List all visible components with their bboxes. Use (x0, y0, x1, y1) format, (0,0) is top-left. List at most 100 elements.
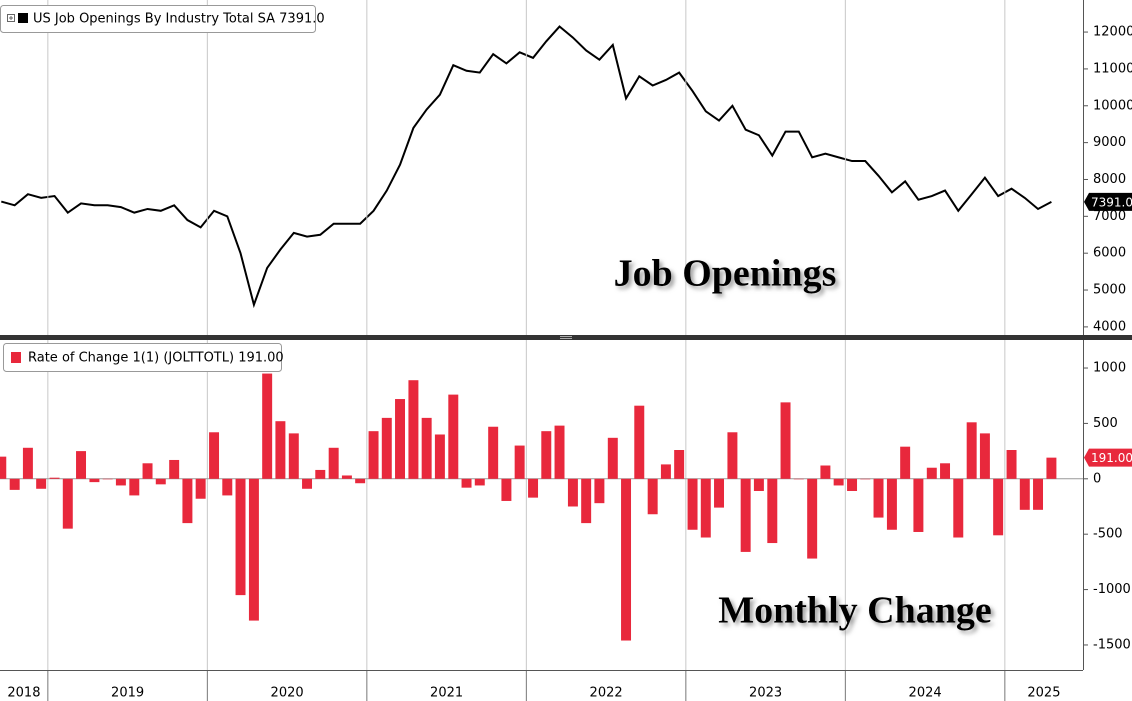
bar (847, 478, 858, 491)
bar (740, 478, 751, 552)
bar (660, 464, 671, 479)
y-tick-label: 9000 (1093, 135, 1126, 150)
bar (262, 373, 273, 479)
y-tick-label: -1500 (1093, 637, 1131, 652)
bar (727, 432, 738, 479)
bar (341, 475, 352, 479)
bar (408, 380, 419, 479)
bar (182, 478, 193, 524)
x-tick-label: 2019 (111, 686, 144, 701)
bar (900, 446, 911, 479)
x-tick-label: 2018 (7, 686, 40, 701)
bar (222, 478, 233, 496)
bar (966, 422, 977, 479)
bar (49, 477, 60, 479)
y-tick-label: 5000 (1093, 283, 1126, 298)
panel-divider (0, 335, 1132, 340)
bar (448, 394, 459, 479)
bar (142, 463, 153, 479)
bar (528, 478, 539, 498)
annotation: Job Openings (614, 253, 837, 295)
bar (461, 478, 472, 488)
bar (421, 417, 432, 479)
bar (913, 478, 924, 532)
bar (434, 434, 445, 479)
bar (195, 478, 206, 499)
bar (820, 465, 831, 479)
bar (753, 478, 764, 491)
bar (22, 447, 33, 479)
legend-swatch (18, 13, 28, 23)
annotation: Monthly Change (718, 590, 991, 632)
bar (102, 478, 113, 480)
bar (860, 478, 871, 480)
y-tick-label: 0 (1093, 471, 1101, 486)
y-tick-label: 4000 (1093, 319, 1126, 334)
bar (488, 426, 499, 479)
bar (993, 478, 1004, 536)
x-tick-label: 2023 (749, 686, 782, 701)
y-tick-label: 1000 (1093, 361, 1126, 376)
bar (209, 432, 220, 479)
bar (594, 478, 605, 504)
bar (674, 450, 685, 479)
bar (235, 478, 246, 596)
bar (62, 478, 73, 529)
bar (169, 459, 180, 479)
bar (328, 447, 339, 479)
bar (567, 478, 578, 507)
bar (0, 456, 7, 479)
bar (76, 451, 87, 479)
bar (248, 478, 259, 621)
bar (793, 478, 804, 480)
legend-box (3, 343, 282, 372)
bar (979, 433, 990, 479)
x-tick-label: 2024 (909, 686, 942, 701)
last-value-label: 191.00 (1091, 451, 1132, 465)
bar (767, 478, 778, 544)
y-tick-label: 7000 (1093, 209, 1126, 224)
legend-label: Rate of Change 1(1) (JOLTTOTL) 191.00 (28, 351, 284, 366)
bar (647, 478, 658, 515)
bar (381, 417, 392, 479)
bar (474, 478, 485, 486)
legend-swatch (11, 352, 21, 363)
bar (634, 405, 645, 479)
bar (1019, 478, 1030, 510)
bar (873, 478, 884, 518)
bar (36, 478, 47, 489)
x-tick-label: 2025 (1027, 686, 1060, 701)
bar (1046, 457, 1057, 479)
y-tick-label: 12000 (1093, 25, 1132, 40)
bar (155, 478, 166, 485)
bar (9, 478, 20, 490)
bar (302, 478, 313, 489)
y-tick-label: 500 (1093, 416, 1118, 431)
bar (501, 478, 512, 501)
bar (315, 469, 326, 479)
bar (1006, 450, 1017, 479)
bar (700, 478, 711, 538)
bar (807, 478, 818, 559)
bar (687, 478, 698, 530)
bar (780, 402, 791, 479)
legend-toggle (7, 14, 15, 22)
bar (714, 478, 725, 508)
bar (395, 399, 406, 479)
last-value-tag (1084, 192, 1132, 211)
bar (581, 478, 592, 524)
bar (541, 431, 552, 479)
bar (514, 445, 525, 479)
bar (926, 467, 937, 479)
bar (115, 478, 126, 486)
last-value-label: 7391.0 (1091, 195, 1132, 209)
y-tick-label: 10000 (1093, 98, 1132, 113)
bar (621, 478, 632, 641)
bar (355, 478, 366, 484)
x-tick-label: 2021 (430, 686, 463, 701)
bar (554, 425, 565, 479)
y-tick-label: 6000 (1093, 246, 1126, 261)
bar (368, 431, 379, 479)
bar (940, 463, 951, 479)
